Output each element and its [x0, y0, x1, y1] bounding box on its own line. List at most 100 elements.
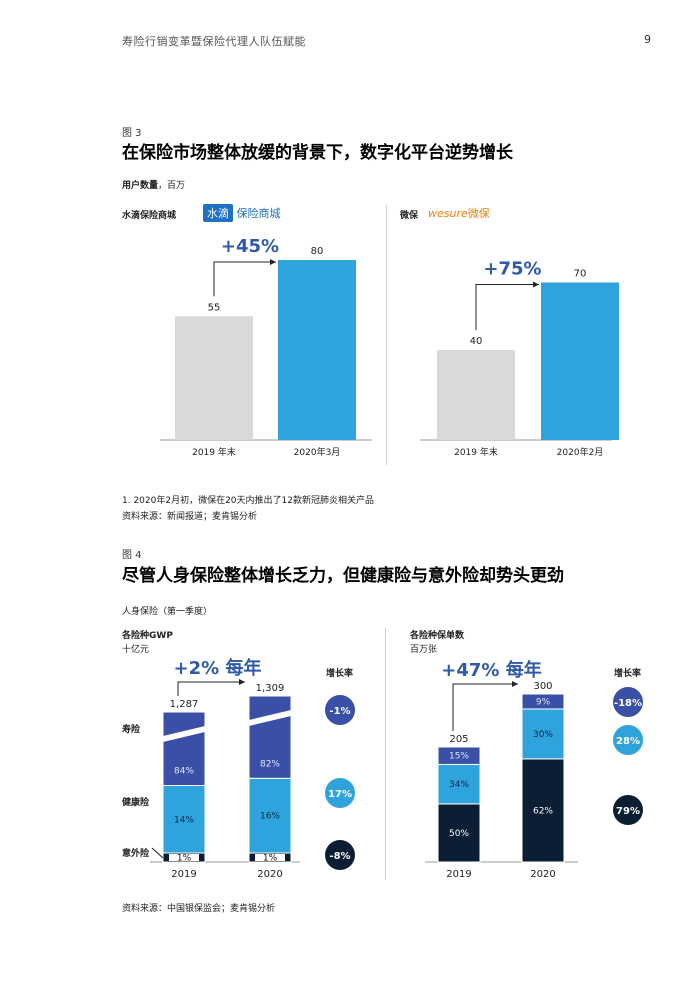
fig4-accident-label-bg: [169, 854, 199, 861]
fig3-bar: [437, 350, 515, 440]
fig3-growth-arrow: [475, 284, 539, 330]
fig4-segment-percent: 14%: [174, 815, 194, 825]
fig4-segment-percent: 84%: [174, 767, 194, 777]
fig3-arrow-head: [533, 281, 539, 288]
figure3-source: 资料来源：新闻报道；麦肯锡分析: [122, 512, 258, 522]
figure4-title: 尽管人身保险整体增长乏力，但健康险与意外险却势头更劲: [122, 566, 564, 586]
fig3-bar: [175, 316, 253, 440]
fig3-category-label: 2020年2月: [557, 446, 604, 458]
fig4-growth-rate-label: -1%: [329, 706, 350, 717]
fig4-growth-rate-circle: [613, 687, 643, 717]
fig4-segment-percent: 30%: [533, 730, 553, 740]
fig4-growth-rate-circle: [613, 725, 643, 755]
fig4-segment-percent: 16%: [260, 812, 280, 822]
fig4-axis-break: [249, 710, 291, 726]
fig4-segment-寿险: [521, 693, 565, 710]
fig3-category-label: 2019 年末: [192, 446, 236, 458]
fig4-total-label: 205: [449, 734, 468, 745]
fig4-segment-percent: 82%: [260, 759, 280, 769]
fig4-panel2-unit: 百万张: [410, 645, 438, 655]
fig3-growth-label: +45%: [221, 236, 279, 257]
fig4-arrow-head: [512, 681, 518, 687]
shuidi-logo-mark: 水滴: [203, 204, 233, 222]
shuidi-logo: 水滴 保险商城: [203, 204, 281, 222]
fig4-growth-rate-label: 17%: [328, 789, 352, 800]
figure4-subtitle: 人身保险（第一季度）: [122, 607, 213, 617]
running-header: 寿险行销变革暨保险代理人队伍赋能: [122, 35, 306, 48]
fig4-axis-break: [163, 726, 205, 742]
fig3-value-label: 70: [574, 269, 587, 280]
figure4-chart: 1%1%14%84%1,28720191%1%16%82%1,3092020+2…: [150, 657, 643, 880]
fig4-growth-arrow: [177, 681, 245, 696]
fig4-segment-percent: 1%: [177, 854, 192, 864]
figure3-unit: 用户数量，百万: [122, 178, 185, 191]
fig4-category-label: 2019: [446, 869, 471, 880]
fig4-growth-label: +47% 每年: [441, 659, 541, 681]
segment-label-health: 健康险: [122, 798, 150, 808]
fig4-segment-寿险: [248, 695, 292, 779]
fig4-growth-header-2: 增长率: [614, 669, 642, 679]
fig4-accident-label-bg: [255, 854, 285, 861]
figure3-footnote: 1. 2020年2月初，微保在20天内推出了12款新冠肺炎相关产品: [122, 496, 374, 506]
fig3-arrow-head: [270, 259, 276, 265]
figure4-source: 资料来源：中国银保监会；麦肯锡分析: [122, 904, 276, 914]
fig3-value-label: 80: [311, 246, 324, 257]
fig4-segment-percent: 50%: [449, 829, 469, 839]
fig4-segment-寿险: [437, 746, 481, 765]
fig4-segment-percent: 34%: [449, 780, 469, 790]
fig4-segment-percent: 9%: [536, 697, 551, 707]
fig4-growth-rate-circle: [325, 778, 355, 808]
fig4-category-label: 2019: [171, 869, 196, 880]
fig4-segment-percent: 1%: [263, 854, 278, 864]
fig4-panel2-title: 各险种保单数: [410, 631, 465, 641]
fig3-panel1-name: 水滴保险商城: [122, 211, 177, 221]
fig3-bar: [541, 282, 619, 440]
fig4-growth-header-1: 增长率: [326, 669, 354, 679]
fig4-panel1-title: 各险种GWP: [122, 631, 173, 641]
figure3-chart: 55 2019 年末 80 2020年3月 +45% 40 2019 年末 70 2020年2月…: [160, 236, 619, 458]
fig4-growth-rate-circle: [325, 695, 355, 725]
fig4-growth-rate-label: -18%: [614, 698, 642, 709]
fig4-accident-leader: [151, 847, 164, 859]
fig4-total-label: 300: [533, 681, 552, 692]
fig3-growth-label: +75%: [483, 259, 541, 280]
fig4-category-label: 2020: [530, 869, 555, 880]
wesure-logo-mark: wesure: [428, 207, 468, 220]
fig4-segment-percent: 15%: [449, 752, 469, 762]
fig3-divider: [386, 205, 387, 465]
fig4-growth-label: +2% 每年: [174, 657, 262, 679]
figure4-label: 图 4: [122, 550, 142, 561]
fig3-category-label: 2019 年末: [454, 446, 498, 458]
fig4-arrow-head: [239, 679, 245, 685]
fig4-total-label: 1,287: [170, 699, 199, 710]
fig4-segment-健康险: [162, 785, 206, 854]
fig4-panel1-unit: 十亿元: [122, 645, 150, 655]
fig3-value-label: 40: [470, 336, 483, 347]
wesure-logo-text: 微保: [467, 207, 490, 220]
page-number: 9: [644, 33, 651, 46]
fig4-growth-rate-circle: [613, 795, 643, 825]
fig4-category-label: 2020: [257, 869, 282, 880]
shuidi-logo-text: 保险商城: [236, 207, 281, 220]
fig4-divider: [385, 628, 386, 880]
fig4-growth-rate-label: 79%: [616, 806, 640, 817]
fig4-growth-arrow: [452, 683, 518, 731]
fig4-segment-健康险: [248, 777, 292, 854]
fig3-value-label: 55: [208, 302, 221, 313]
figure3-label: 图 3: [122, 128, 142, 139]
fig4-total-label: 1,309: [256, 683, 285, 694]
fig3-panel2-name: 微保: [400, 211, 419, 221]
fig3-category-label: 2020年3月: [294, 446, 341, 458]
fig3-growth-arrow: [213, 261, 276, 297]
fig4-segment-意外险: [437, 803, 481, 863]
figure3-unit-text: ，百万: [158, 181, 186, 191]
fig3-bar: [278, 260, 356, 440]
segment-label-accident: 意外险: [122, 849, 150, 859]
wesure-logo: wesure微保: [428, 205, 490, 221]
figure3-unit-label: 用户数量: [122, 181, 159, 191]
fig4-segment-寿险: [162, 711, 206, 786]
fig4-growth-rate-label: 28%: [616, 736, 640, 747]
fig4-segment-percent: 62%: [533, 806, 553, 816]
fig4-segment-意外险: [521, 758, 565, 863]
segment-label-life: 寿险: [122, 725, 141, 735]
